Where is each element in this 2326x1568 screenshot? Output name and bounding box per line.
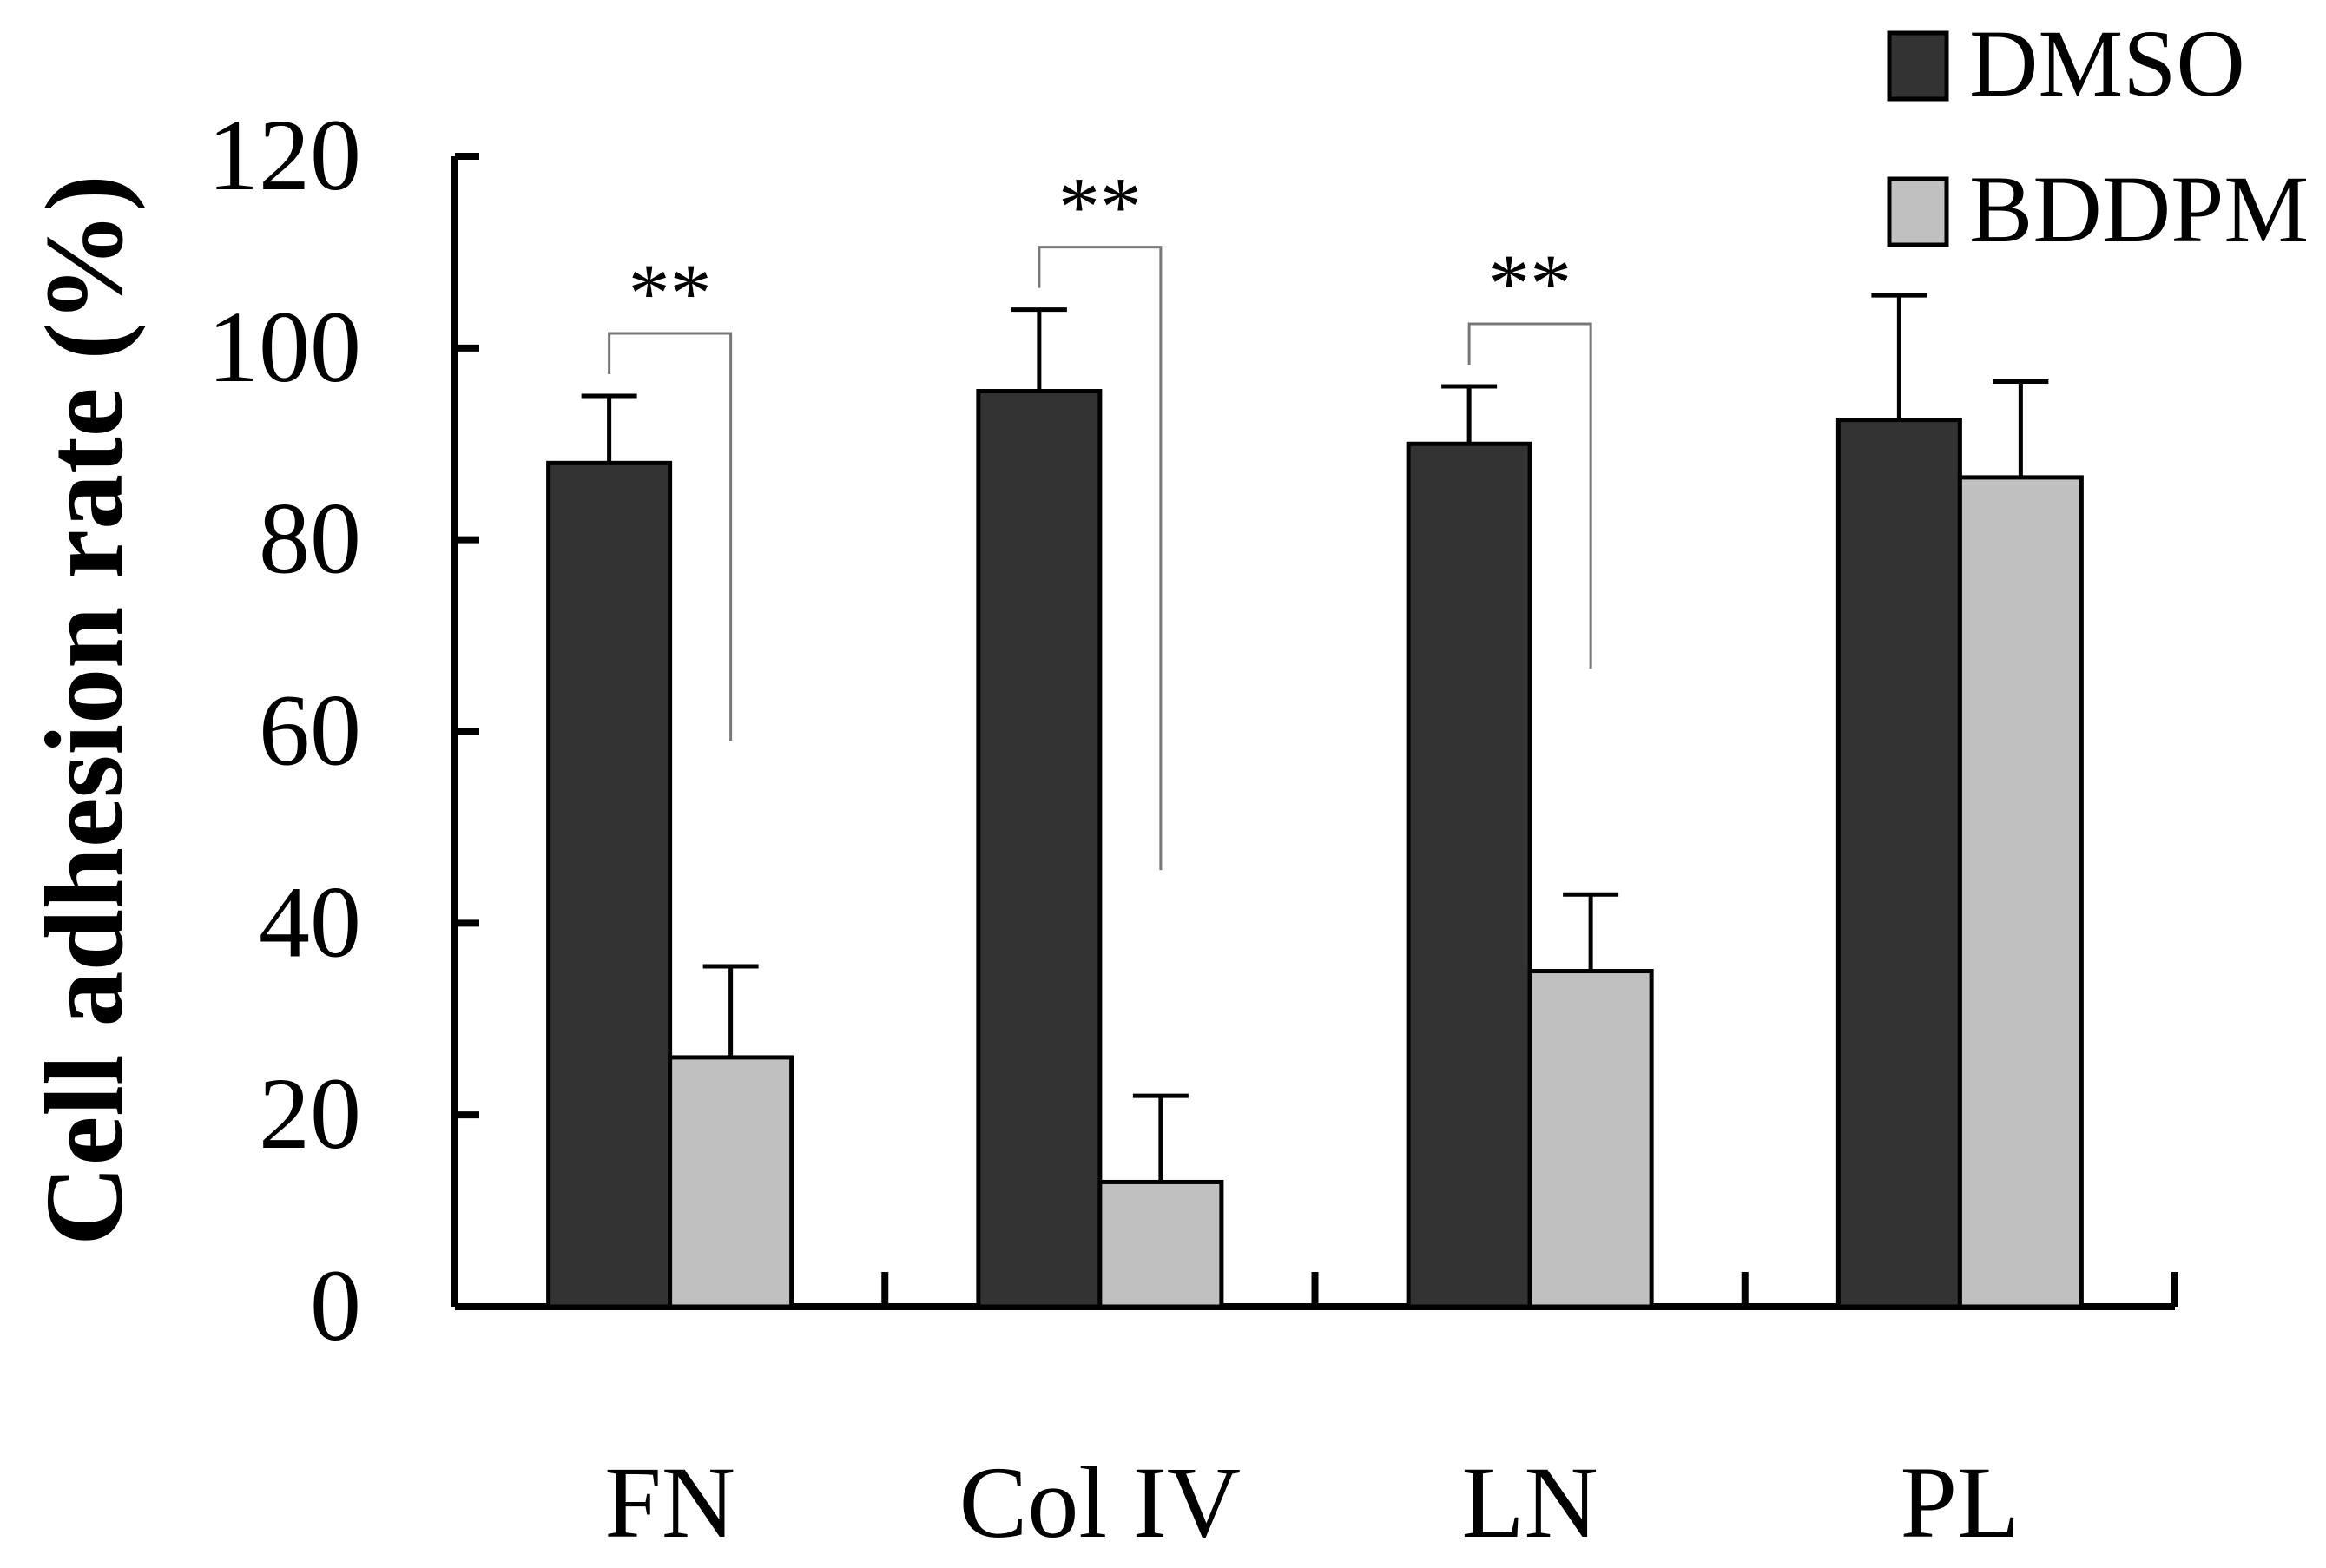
significance-bracket bbox=[608, 332, 733, 741]
significance-label: ** bbox=[629, 247, 712, 339]
bar-dmso-fn bbox=[546, 460, 673, 1309]
y-tick-label: 120 bbox=[208, 98, 361, 212]
legend-label-dmso: DMSO bbox=[1969, 10, 2245, 116]
x-category-label: FN bbox=[604, 1446, 735, 1559]
y-tick-label: 40 bbox=[259, 865, 361, 978]
bar-dmso-col-iv bbox=[976, 389, 1103, 1309]
y-tick-label: 100 bbox=[208, 290, 361, 404]
category-labels: FN Col IV LN PL bbox=[604, 1446, 2020, 1559]
significance-bracket bbox=[1467, 322, 1592, 669]
y-axis-label: Cell adhesion rate (%) bbox=[23, 175, 146, 1246]
bar-dmso-ln bbox=[1406, 441, 1532, 1309]
legend: DMSO BDDPM bbox=[1887, 10, 2309, 262]
bar-bddpm-fn bbox=[668, 1055, 794, 1309]
x-category-label: PL bbox=[1901, 1446, 2020, 1559]
axes: 0 20 40 60 80 100 120 bbox=[208, 98, 2178, 1362]
legend-swatch-bddpm bbox=[1887, 176, 1949, 247]
y-tick-label: 20 bbox=[259, 1057, 361, 1170]
legend-label-bddpm: BDDPM bbox=[1969, 156, 2309, 262]
y-tick-label: 80 bbox=[259, 482, 361, 596]
y-tick-label: 0 bbox=[310, 1248, 361, 1362]
significance-label: ** bbox=[1058, 161, 1142, 254]
significance-label: ** bbox=[1488, 237, 1572, 330]
bar-dmso-pl bbox=[1835, 418, 1962, 1309]
bars bbox=[546, 293, 2084, 1309]
x-category-label: Col IV bbox=[959, 1446, 1242, 1559]
bar-bddpm-ln bbox=[1527, 969, 1654, 1309]
significance-bracket bbox=[1038, 246, 1163, 871]
legend-swatch-dmso bbox=[1887, 30, 1949, 102]
significance-markers: ** ** ** bbox=[608, 161, 1592, 871]
y-axis-label-group: Cell adhesion rate (%) bbox=[23, 175, 146, 1246]
x-category-label: LN bbox=[1461, 1446, 1598, 1559]
y-tick-label: 60 bbox=[259, 674, 361, 787]
bar-bddpm-col-iv bbox=[1097, 1179, 1224, 1309]
bar-bddpm-pl bbox=[1957, 475, 2084, 1309]
